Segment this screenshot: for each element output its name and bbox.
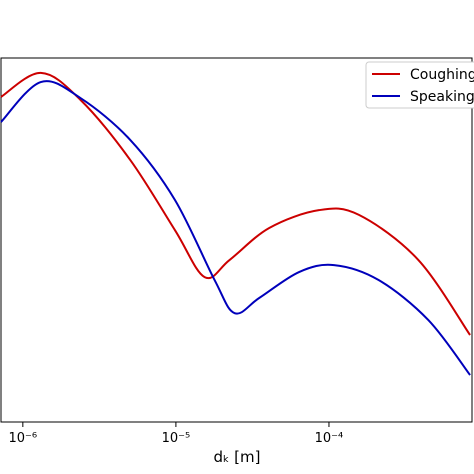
axes-frame	[0, 57, 473, 423]
x-tick-label: 10⁻⁵	[162, 431, 191, 446]
data-line	[0, 71, 471, 336]
legend-label: Coughing	[410, 67, 474, 83]
legend-label: Speaking	[410, 89, 474, 105]
data-line	[0, 80, 471, 376]
x-tick-label: 10⁻⁶	[9, 431, 38, 446]
x-axis-label: dₖ [m]	[214, 448, 261, 466]
x-tick-label: 10⁻⁴	[315, 431, 344, 446]
